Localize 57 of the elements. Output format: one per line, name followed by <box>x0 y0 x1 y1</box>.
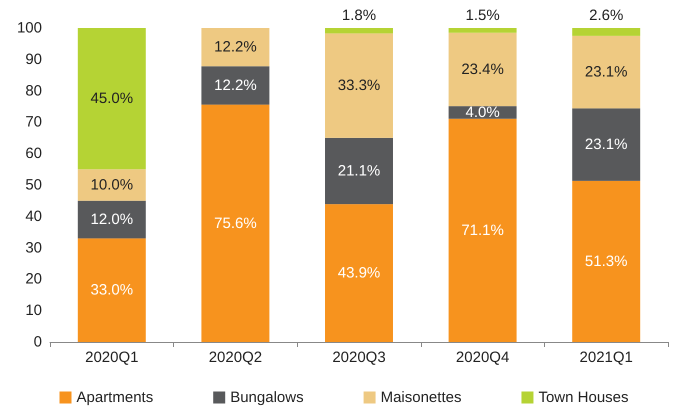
bar <box>572 28 640 36</box>
data-label: 23.1% <box>584 64 628 81</box>
legend-label: Apartments <box>76 389 154 406</box>
bar <box>325 138 393 204</box>
data-label: 33.0% <box>90 282 134 299</box>
data-label: 71.1% <box>461 222 504 239</box>
bar <box>572 180 640 342</box>
legend-label: Town Houses <box>538 389 628 406</box>
data-label: 33.3% <box>338 77 380 94</box>
legend-label: Bungalows <box>230 389 304 406</box>
data-label: 21.1% <box>338 162 380 180</box>
bar <box>448 32 517 106</box>
y-tick-label: 60 <box>25 145 42 162</box>
y-tick-label: 0 <box>34 334 42 350</box>
bar <box>325 204 393 342</box>
data-label: 23.1% <box>584 136 628 154</box>
data-label: 75.6% <box>214 214 257 232</box>
bar <box>78 169 146 201</box>
data-label: 2.6% <box>589 7 624 24</box>
bar <box>572 36 640 108</box>
x-tick-label: 2020Q4 <box>456 349 510 366</box>
y-tick-label: 20 <box>25 270 42 288</box>
data-label: 12.0% <box>90 211 134 228</box>
bar <box>448 118 517 342</box>
bar <box>201 28 270 66</box>
data-label: 45.0% <box>90 90 134 108</box>
data-label: 12.2% <box>214 76 257 94</box>
y-tick-label: 50 <box>25 176 42 194</box>
data-label: 1.8% <box>342 7 376 24</box>
bar <box>201 66 270 105</box>
y-tick-label: 40 <box>25 208 42 225</box>
y-tick-label: 10 <box>25 302 42 320</box>
y-tick-label: 80 <box>25 82 42 100</box>
data-label: 43.9% <box>338 264 380 282</box>
data-label: 4.0% <box>466 104 500 121</box>
legend-label: Maisonettes <box>380 389 462 406</box>
bar <box>325 28 393 34</box>
bar <box>78 200 146 238</box>
data-label: 51.3% <box>584 252 628 270</box>
bar <box>448 28 517 33</box>
bar <box>78 238 146 342</box>
x-tick-label: 2020Q1 <box>85 349 138 366</box>
x-tick-label: 2021Q1 <box>580 349 633 366</box>
bar <box>78 28 146 170</box>
data-label: 12.2% <box>214 38 257 56</box>
data-label: 23.4% <box>461 60 504 78</box>
bar <box>201 104 270 342</box>
x-tick-label: 2020Q2 <box>208 349 262 366</box>
data-label: 1.5% <box>466 7 500 24</box>
x-tick-label: 2020Q3 <box>332 349 386 366</box>
data-label: 10.0% <box>90 176 134 194</box>
bar <box>572 108 640 181</box>
y-tick-label: 90 <box>25 50 42 68</box>
y-tick-label: 100 <box>16 20 42 36</box>
y-tick-label: 70 <box>25 114 42 131</box>
y-tick-label: 30 <box>25 239 42 256</box>
bar <box>325 33 393 138</box>
